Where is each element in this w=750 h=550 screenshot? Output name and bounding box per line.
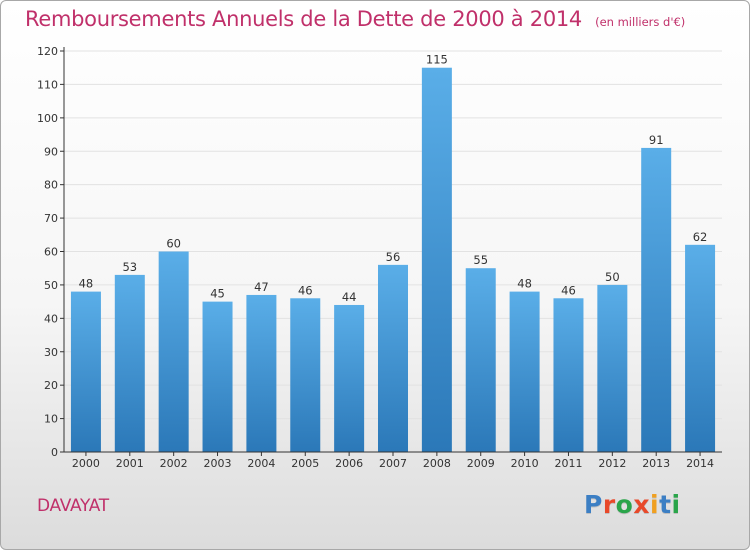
data-label: 91 [649,133,664,147]
data-label: 115 [426,53,448,67]
data-label: 44 [342,290,357,304]
x-tick-label: 2011 [554,457,582,470]
commune-name: DAVAYAT [37,496,109,516]
data-label: 48 [517,277,532,291]
bar [509,291,540,452]
y-tick-label: 50 [44,279,58,292]
y-tick-label: 30 [44,346,58,359]
chart-title-row: Remboursements Annuels de la Dette de 20… [25,7,685,31]
x-tick-label: 2008 [423,457,451,470]
x-tick-label: 2002 [160,457,188,470]
chart-unit-note: (en milliers d'€) [595,15,686,29]
x-tick-label: 2014 [686,457,714,470]
y-tick-label: 120 [37,45,58,58]
bar [597,284,628,452]
y-tick-label: 70 [44,212,58,225]
x-tick-label: 2005 [291,457,319,470]
y-tick-label: 20 [44,379,58,392]
data-label: 48 [79,277,94,291]
x-tick-label: 2003 [204,457,232,470]
data-label: 55 [473,253,488,267]
y-tick-label: 110 [37,78,58,91]
y-tick-label: 10 [44,413,58,426]
x-tick-label: 2010 [511,457,539,470]
bar [421,67,452,452]
bar [70,291,101,452]
x-tick-label: 2004 [247,457,275,470]
data-label: 62 [693,230,708,244]
data-label: 46 [561,283,576,297]
axes: 0 10 20 30 40 50 60 70 80 90 100 110 120 2000 2001 2002… [37,45,722,470]
x-tick-label: 2012 [598,457,626,470]
data-label: 60 [166,237,181,251]
bar [378,264,408,452]
data-label: 50 [605,270,620,284]
x-tick-label: 2007 [379,457,407,470]
bar [334,304,365,452]
bar [553,298,584,452]
data-label: 45 [210,287,225,301]
bar [114,274,145,452]
data-label: 46 [298,283,313,297]
y-tick-label: 80 [44,179,58,192]
y-tick-label: 100 [37,112,58,125]
x-tick-label: 2000 [72,457,100,470]
y-tick-label: 0 [51,446,58,459]
bar [290,298,321,452]
data-label: 47 [254,280,269,294]
bar [246,294,277,452]
x-tick-label: 2009 [467,457,495,470]
bar [202,301,233,452]
x-tick-label: 2006 [335,457,363,470]
y-tick-label: 90 [44,145,58,158]
data-label: 56 [386,250,401,264]
bar [641,147,672,453]
bar [465,268,496,452]
bar [685,244,716,452]
proxiti-logo[interactable]: Proxiti [584,490,681,519]
x-tick-label: 2001 [116,457,144,470]
chart-title: Remboursements Annuels de la Dette de 20… [25,7,582,31]
bar [158,251,189,452]
bars: 48 53 60 45 47 46 44 56 115 55 48 46 50 91 62 [70,53,716,453]
x-tick-label: 2013 [642,457,670,470]
y-tick-label: 60 [44,246,58,259]
y-tick-label: 40 [44,312,58,325]
data-label: 53 [122,260,137,274]
